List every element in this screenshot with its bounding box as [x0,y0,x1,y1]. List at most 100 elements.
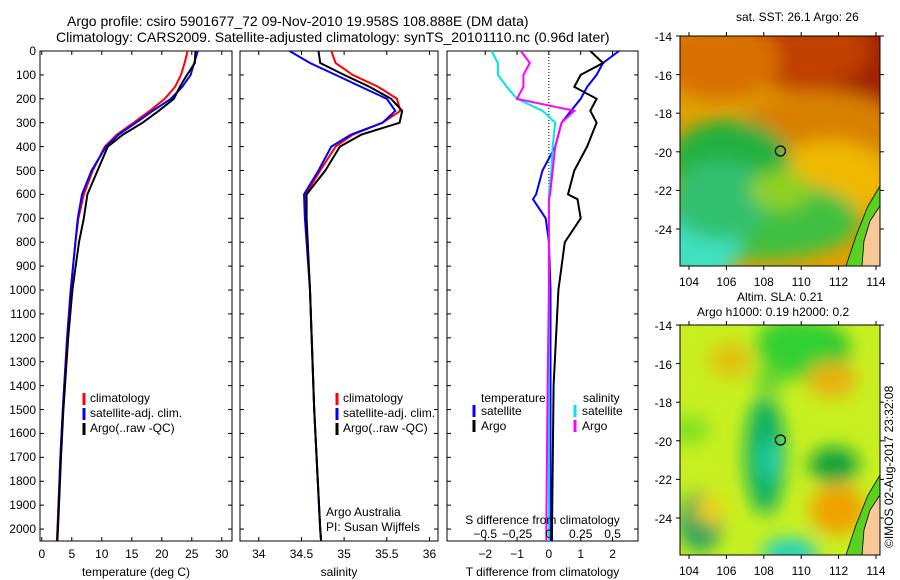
x-tick-label: 34 [252,547,266,561]
x-tick-label: 34.5 [289,547,314,561]
y-tick-label: 500 [15,163,36,178]
x-tick-label: 1 [577,547,585,561]
lat-tick-label: -24 [654,223,672,237]
lon-tick-label: 106 [716,564,737,578]
australia-land [861,205,880,266]
lat-tick-label: -20 [654,145,672,160]
sla-field [680,325,880,555]
x-tick-label: 35.5 [375,547,399,561]
x-tick-label: 0 [545,547,553,561]
series-climatology [304,50,402,542]
legend-label: climatology [90,391,151,405]
x2-tick-label: 0.5 [604,527,621,541]
plot-frame-temperature [39,50,233,542]
x-axis-label: salinity [320,565,358,579]
y-tick-label: 1900 [9,498,36,513]
legend-label: satellite-adj. clim. [90,406,183,420]
lat-tick-label: -18 [654,107,672,122]
sst-field [680,36,880,266]
y-tick-label: 1600 [9,426,36,441]
x-axis-label: T difference from climatology [465,565,620,579]
legend-label: satellite [481,404,522,418]
lon-tick-label: 114 [866,275,886,289]
legend-temperature-heading: temperature [481,391,546,405]
plot-frame-difference [446,50,639,542]
lat-tick-label: -22 [654,184,672,199]
map-frame [679,324,881,556]
y-tick-label: 800 [15,235,36,250]
series-t-argo [551,50,605,541]
lon-tick-label: 104 [678,564,700,578]
field-blob [680,36,780,100]
series-s-argo [515,50,577,541]
sst-map [676,32,884,270]
y-tick-label: 0 [29,44,36,58]
field-blob [708,342,752,378]
field-blob [807,362,857,398]
field-blob [762,538,818,555]
field-blob [761,438,779,482]
y-tick-label: 400 [15,139,36,154]
lat-tick-label: -18 [654,396,672,411]
legend-label: Argo [481,419,507,433]
legend-label: satellite [582,404,623,418]
map-frame [679,35,881,267]
title-line-1: Argo profile: csiro 5901677_72 09-Nov-20… [67,13,529,29]
field-blob [680,160,770,240]
x-tick-label: −1 [510,547,524,561]
x-tick-label: 36 [422,547,437,561]
legend-salinity-heading: salinity [583,391,620,405]
series-argo [56,50,197,542]
legend-label: climatology [343,391,404,405]
series-satellite-adj-clim- [56,50,199,542]
x2-tick-label: −0.5 [473,527,498,541]
argo-location-marker [774,145,787,157]
legend-label: Argo [582,419,608,433]
y-tick-label: 200 [15,91,36,106]
x-tick-label: 5 [68,547,76,561]
field-blob [754,368,786,392]
y-tick-label: 300 [15,115,36,130]
title-line-2: Climatology: CARS2009. Satellite-adjuste… [56,29,610,45]
y-tick-label: 1500 [9,402,36,417]
lat-tick-label: -14 [654,30,672,44]
x-tick-label: 20 [155,547,169,561]
lon-tick-label: 108 [753,564,774,578]
x-tick-label: 30 [215,547,229,561]
lat-tick-label: -16 [654,357,672,372]
sla-map [676,321,884,559]
field-blobs [680,325,866,555]
sla-map-title-2: Argo h1000: 0.19 h2000: 0.2 [697,305,850,319]
field-blob [695,495,725,525]
y-tick-label: 1700 [9,450,36,465]
field-blob [680,415,710,445]
annotation-institution: Argo Australia [326,505,401,519]
x2-axis-label: S difference from climatology [465,513,620,527]
series-argo [305,50,404,542]
series-climatology [55,50,189,542]
y-tick-label: 2000 [9,522,36,537]
lon-tick-label: 108 [753,275,774,289]
x-tick-label: 0 [38,547,46,561]
plot-frame-salinity [239,50,439,542]
annotation-pi: PI: Susan Wijffels [326,520,420,534]
series-t-satellite [531,50,620,541]
x-tick-label: 10 [95,547,109,561]
lon-tick-label: 110 [791,564,811,578]
lon-tick-label: 106 [716,275,737,289]
y-tick-label: 1800 [9,474,36,489]
lon-tick-label: 112 [829,275,849,289]
x-tick-label: 2 [609,547,616,561]
y-tick-label: 900 [15,259,36,274]
y-tick-label: 100 [15,67,36,82]
x-tick-label: −2 [478,547,493,561]
legend-label: Argo(..raw -QC) [90,421,175,435]
lon-tick-label: 104 [678,275,700,289]
x-axis-label: temperature (deg C) [81,565,191,579]
argo-location-marker [774,434,787,446]
lat-tick-label: -20 [654,434,672,449]
legend-label: Argo(..raw -QC) [343,421,428,435]
lon-tick-label: 112 [829,564,849,578]
y-tick-label: 1400 [9,378,36,393]
